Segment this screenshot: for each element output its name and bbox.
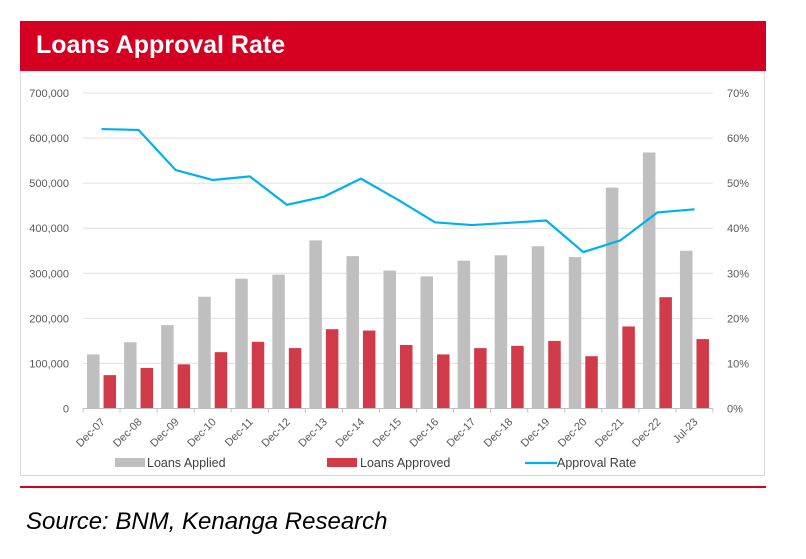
source-note: Source: BNM, Kenanga Research: [26, 508, 388, 535]
bar-loans-applied: [457, 260, 471, 409]
x-tick-label: Jul-23: [671, 416, 701, 446]
y-right-tick-label: 10%: [727, 358, 749, 370]
x-tick-label: Dec-21: [593, 416, 627, 450]
x-tick-label: Dec-19: [519, 416, 553, 450]
x-tick-label: Dec-11: [223, 416, 256, 449]
bar-loans-applied: [124, 342, 137, 409]
bar-loans-applied: [161, 325, 174, 409]
bar-loans-approved: [696, 339, 709, 409]
y-right-tick-label: 40%: [727, 223, 749, 235]
legend: Loans Applied Loans Approved Approval Ra…: [115, 456, 636, 470]
y-right-tick-label: 50%: [727, 178, 749, 190]
legend-label-loans-approved: Loans Approved: [360, 456, 450, 470]
bar-loans-applied: [679, 250, 693, 409]
x-tick-label: Dec-09: [148, 416, 182, 450]
x-tick-label: Dec-13: [296, 416, 330, 450]
bar-loans-applied: [235, 278, 248, 409]
y-right-tick-label: 70%: [727, 88, 749, 100]
bar-loans-applied: [198, 296, 211, 409]
bars: [87, 152, 709, 409]
bar-loans-approved: [362, 330, 376, 409]
bar-loans-applied: [605, 187, 619, 409]
bar-loans-applied: [383, 270, 396, 409]
y-left-tick-label: 400,000: [29, 223, 69, 235]
bar-loans-applied: [494, 255, 508, 409]
bar-loans-applied: [568, 257, 582, 409]
y-left-tick-label: 200,000: [29, 313, 69, 325]
bar-loans-approved: [288, 348, 302, 409]
bar-loans-approved: [400, 344, 413, 409]
bar-loans-approved: [474, 348, 487, 409]
chart-title: Loans Approval Rate: [36, 31, 286, 59]
y-left-tick-label: 500,000: [29, 178, 69, 190]
y-left-tick-label: 0: [63, 404, 69, 416]
legend-swatch-loans-applied: [115, 458, 145, 467]
x-tick-label: Dec-08: [111, 416, 145, 450]
bar-loans-approved: [659, 297, 672, 409]
bar-loans-applied: [420, 276, 434, 409]
bar-loans-approved: [437, 354, 450, 409]
bar-loans-approved: [103, 375, 117, 409]
bar-loans-approved: [548, 340, 561, 409]
bar-loans-applied: [531, 246, 545, 409]
x-tick-label: Dec-18: [482, 416, 516, 450]
bar-loans-applied: [87, 354, 100, 409]
approval-rate-line-group: [101, 127, 695, 254]
x-tick-label: Dec-10: [185, 416, 219, 450]
y-right-tick-label: 30%: [727, 268, 749, 280]
legend-label-loans-applied: Loans Applied: [147, 456, 226, 470]
title-bar: Loans Approval Rate: [20, 21, 766, 71]
x-tick-label: Dec-16: [408, 416, 442, 450]
y-right-tick-label: 0%: [727, 404, 743, 416]
legend-swatch-loans-approved: [327, 458, 357, 467]
bar-loans-approved: [177, 364, 191, 409]
bar-loans-approved: [585, 356, 598, 409]
x-tick-label: Dec-17: [445, 416, 479, 450]
approval-rate-line: [101, 127, 695, 254]
x-tick-label: Dec-14: [333, 416, 367, 450]
y-left-tick-label: 300,000: [29, 268, 69, 280]
y-right-tick-label: 20%: [727, 313, 749, 325]
x-tick-label: Dec-07: [74, 416, 108, 450]
bar-loans-approved: [325, 329, 339, 409]
bar-loans-approved: [622, 326, 635, 409]
y-left-tick-label: 600,000: [29, 133, 69, 145]
bar-loans-approved: [140, 367, 154, 409]
bar-loans-applied: [346, 256, 359, 409]
bar-loans-approved: [214, 352, 228, 409]
y-right-tick-label: 60%: [727, 133, 749, 145]
x-tick-label: Dec-12: [259, 416, 293, 450]
bar-loans-applied: [309, 240, 322, 409]
x-tick-label: Dec-15: [371, 416, 405, 450]
gridlines: [83, 92, 713, 364]
y-left-tick-label: 100,000: [29, 358, 69, 370]
bar-loans-approved: [511, 345, 524, 409]
divider-rule: [20, 486, 766, 488]
x-tick-label: Dec-20: [556, 416, 590, 450]
bar-loans-approved: [251, 341, 265, 409]
bar-loans-applied: [272, 274, 285, 409]
bar-loans-applied: [642, 152, 656, 409]
chart-plot: 0 100,000 200,000 300,000 400,000 500,000 600,…: [29, 88, 749, 470]
legend-label-approval-rate: Approval Rate: [557, 456, 636, 470]
x-tick-label: Dec-22: [630, 416, 664, 450]
y-left-tick-label: 700,000: [29, 88, 69, 100]
chart-frame: 0 100,000 200,000 300,000 400,000 500,000 600,…: [20, 71, 765, 476]
